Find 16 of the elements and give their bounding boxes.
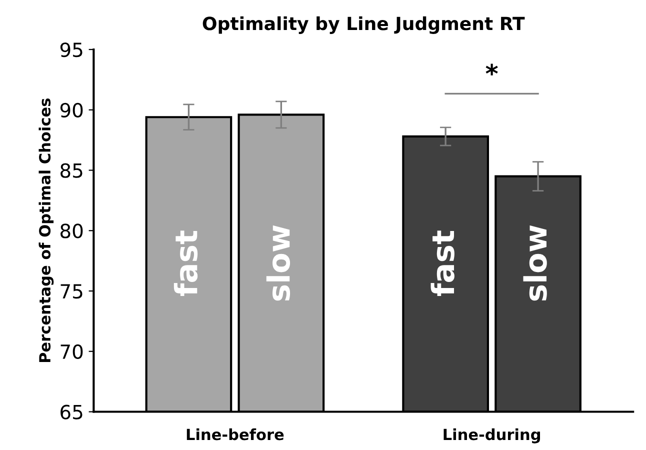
series-label: slow	[523, 225, 547, 301]
series-label: fast	[430, 230, 454, 296]
y-tick-label: 85	[60, 163, 82, 178]
text: fast	[174, 230, 198, 296]
annotation: *	[486, 64, 498, 76]
y-tick-label: 65	[60, 404, 82, 420]
y-tick-label: 80	[60, 224, 83, 238]
x-tick-label: Line-during	[444, 428, 540, 444]
chart-title: Optimality by Line Judgment RT	[202, 16, 525, 34]
x-tick-label: Line-before	[186, 428, 284, 440]
y-tick-label: 75	[60, 284, 82, 299]
y-tick-label: 95	[60, 42, 82, 58]
y-axis-title: Percentage of Optimal Choices	[38, 98, 54, 362]
y-tick-label: 90	[60, 102, 83, 118]
y-tick-label: 70	[60, 344, 83, 360]
text: slow	[266, 225, 290, 301]
